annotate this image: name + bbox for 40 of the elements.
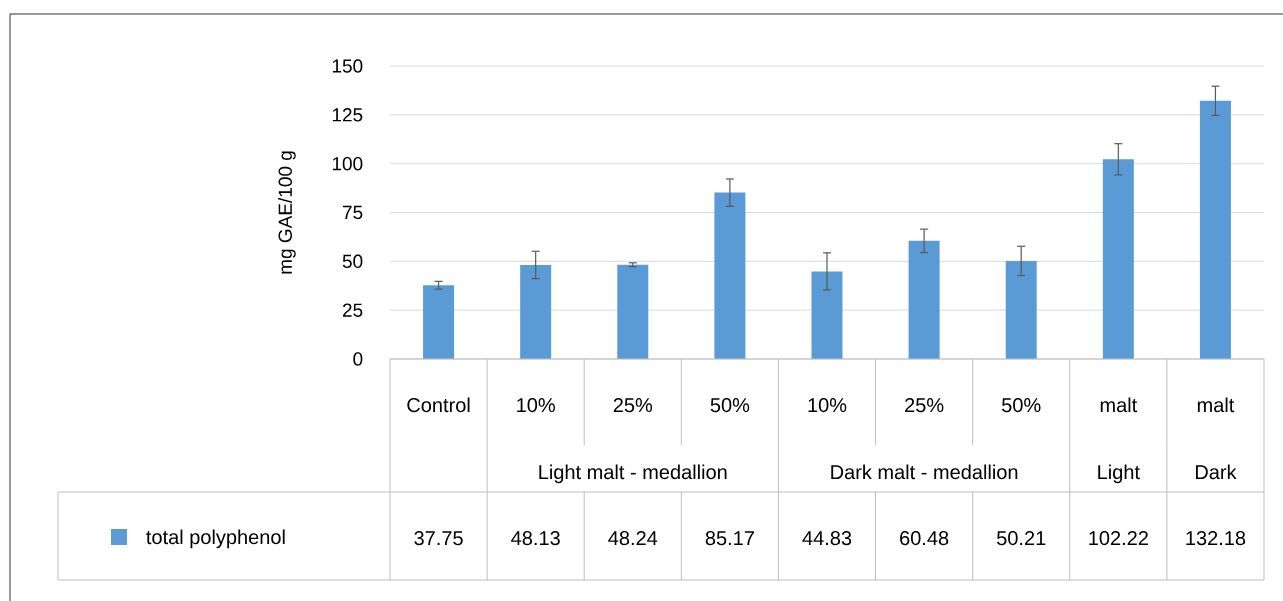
- data-label: 60.48: [900, 531, 949, 546]
- text: Dark: [1195, 464, 1237, 480]
- data-label: 102.22: [1089, 531, 1148, 546]
- text: Light malt - medallion: [539, 464, 727, 484]
- legend-label: total polyphenol: [146, 529, 285, 549]
- bar: [1102, 159, 1134, 359]
- data-label: 44.83: [802, 531, 852, 546]
- y-tick-label: 50: [342, 254, 363, 269]
- bar: [1199, 100, 1231, 359]
- bar: [423, 285, 455, 359]
- y-tick-label: 75: [342, 205, 363, 220]
- x-tick-label: 10%: [517, 398, 555, 413]
- bar: [908, 240, 940, 359]
- data-label: 85.17: [705, 531, 754, 546]
- x-tick-label: malt: [1100, 397, 1138, 413]
- y-tick-label: 0: [353, 352, 363, 366]
- bar: [520, 264, 552, 359]
- x-tick-label: Control: [407, 397, 470, 413]
- x-tick-label: 25%: [613, 398, 653, 413]
- data-label: 48.24: [608, 531, 658, 546]
- text: Dark malt - medallion: [831, 464, 1018, 480]
- bar: [714, 192, 746, 359]
- data-label: 37.75: [414, 531, 463, 546]
- y-tick-label: 125: [332, 108, 363, 122]
- bar: [1005, 260, 1037, 359]
- bar: [811, 271, 843, 359]
- y-axis-title: mg GAE/100 g: [278, 151, 296, 274]
- data-label: 50.21: [997, 531, 1046, 546]
- x-tick-label: 10%: [808, 398, 847, 413]
- y-tick-label: 150: [332, 59, 363, 73]
- data-label: 48.13: [511, 531, 560, 546]
- bar: [617, 264, 649, 359]
- y-tick-label: 100: [332, 156, 363, 171]
- text: Light: [1098, 464, 1140, 484]
- y-tick-label: 25: [342, 303, 363, 317]
- x-tick-label: 25%: [905, 398, 944, 413]
- x-tick-label: 50%: [710, 398, 750, 413]
- data-label: 132.18: [1186, 531, 1246, 546]
- x-tick-label: malt: [1197, 397, 1235, 413]
- x-tick-label: 50%: [1002, 398, 1041, 413]
